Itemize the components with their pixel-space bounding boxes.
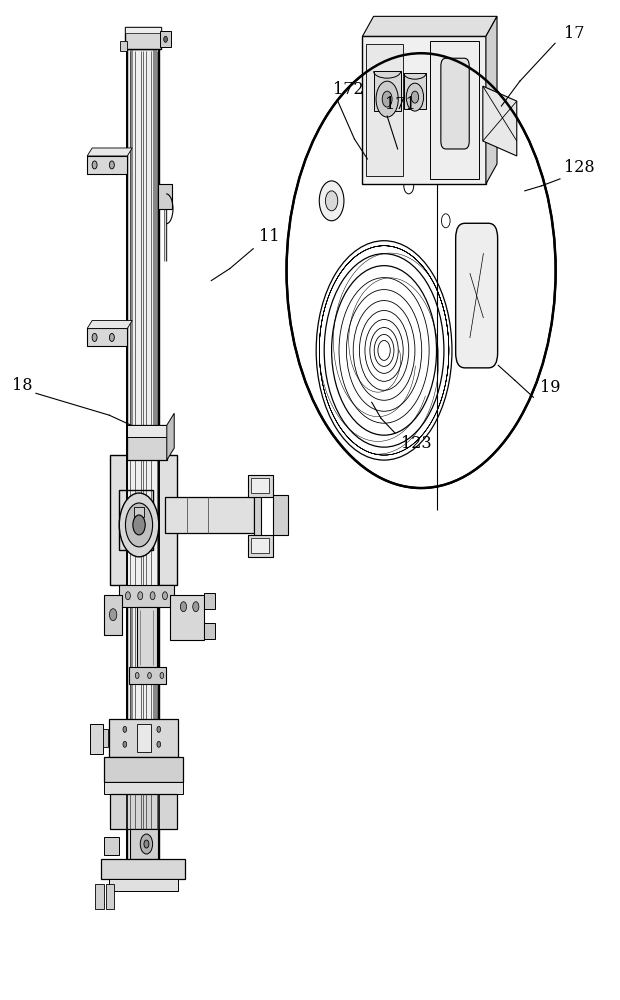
Text: 171: 171	[385, 96, 416, 113]
Circle shape	[376, 81, 398, 117]
Bar	[95, 884, 104, 909]
Bar	[129, 667, 166, 684]
Bar	[363, 36, 486, 184]
Bar	[87, 156, 127, 174]
Bar	[374, 71, 401, 111]
Bar	[108, 879, 178, 891]
Circle shape	[92, 333, 97, 341]
Circle shape	[157, 726, 161, 732]
Circle shape	[150, 592, 155, 600]
Bar	[248, 535, 273, 557]
Bar	[104, 837, 119, 855]
Text: 11: 11	[259, 228, 280, 245]
Bar	[108, 719, 178, 757]
Bar	[125, 27, 161, 33]
Bar	[153, 49, 157, 869]
Bar	[118, 585, 174, 607]
Bar	[130, 49, 133, 869]
Circle shape	[411, 91, 418, 103]
Bar	[120, 41, 127, 51]
Circle shape	[92, 161, 97, 169]
Bar	[110, 794, 177, 829]
Bar	[251, 478, 268, 493]
Bar	[103, 729, 107, 747]
Bar	[91, 724, 103, 754]
Circle shape	[135, 673, 139, 679]
Bar	[204, 623, 215, 639]
Text: 128: 128	[564, 159, 595, 176]
Circle shape	[319, 181, 344, 221]
Bar	[104, 595, 122, 635]
Circle shape	[133, 515, 145, 535]
Circle shape	[160, 673, 164, 679]
Bar	[105, 884, 114, 909]
Circle shape	[125, 503, 153, 547]
Bar	[254, 490, 260, 540]
Polygon shape	[87, 148, 132, 156]
Bar	[160, 31, 171, 47]
Circle shape	[162, 592, 167, 600]
Bar	[404, 73, 426, 109]
Circle shape	[157, 741, 161, 747]
Bar	[102, 859, 185, 879]
Circle shape	[123, 741, 126, 747]
Bar	[165, 497, 254, 533]
Circle shape	[382, 91, 392, 107]
Circle shape	[326, 191, 338, 211]
Circle shape	[180, 602, 187, 612]
Polygon shape	[87, 320, 132, 328]
Circle shape	[109, 609, 117, 621]
Circle shape	[286, 53, 556, 488]
Circle shape	[109, 161, 114, 169]
Circle shape	[119, 493, 159, 557]
Bar	[104, 782, 183, 794]
Polygon shape	[167, 413, 174, 460]
Bar	[158, 184, 172, 209]
Bar	[130, 829, 157, 859]
Bar	[273, 495, 288, 535]
Polygon shape	[486, 16, 497, 184]
Text: 17: 17	[564, 25, 585, 42]
Polygon shape	[363, 16, 497, 36]
Bar	[87, 328, 127, 346]
Bar	[104, 757, 183, 782]
Text: 123: 123	[401, 435, 432, 452]
Circle shape	[441, 214, 450, 228]
Circle shape	[144, 840, 149, 848]
Bar	[137, 607, 157, 667]
Bar	[127, 455, 159, 585]
Bar	[119, 490, 153, 550]
FancyBboxPatch shape	[441, 58, 469, 149]
Circle shape	[125, 592, 130, 600]
Circle shape	[140, 834, 153, 854]
Bar	[366, 44, 402, 176]
FancyBboxPatch shape	[456, 223, 498, 368]
Bar	[430, 41, 479, 179]
Bar	[127, 49, 159, 869]
Circle shape	[123, 726, 126, 732]
Circle shape	[193, 602, 199, 612]
Circle shape	[148, 673, 151, 679]
Circle shape	[109, 333, 114, 341]
Bar	[134, 507, 144, 517]
Bar	[170, 595, 204, 640]
Bar	[126, 425, 167, 460]
Circle shape	[164, 36, 167, 42]
Bar	[110, 455, 177, 585]
Bar	[137, 724, 151, 752]
Bar	[204, 593, 215, 609]
Text: 18: 18	[12, 377, 33, 394]
Circle shape	[404, 178, 414, 194]
Bar	[125, 27, 161, 49]
Circle shape	[138, 592, 143, 600]
Circle shape	[406, 83, 423, 111]
Text: 19: 19	[539, 379, 560, 396]
Bar	[126, 425, 167, 437]
Bar	[248, 475, 273, 497]
Bar	[251, 538, 268, 553]
Text: 172: 172	[333, 81, 363, 98]
Polygon shape	[483, 86, 516, 156]
